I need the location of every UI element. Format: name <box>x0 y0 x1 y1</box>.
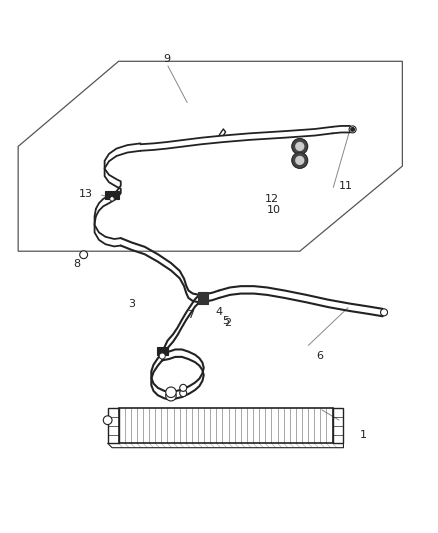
Circle shape <box>296 142 304 150</box>
Text: 10: 10 <box>267 205 281 215</box>
Circle shape <box>110 197 114 201</box>
Text: 13: 13 <box>79 189 93 199</box>
Text: 11: 11 <box>339 181 353 191</box>
Text: 8: 8 <box>74 260 81 269</box>
Bar <box>198 292 208 304</box>
Text: 5: 5 <box>222 316 229 326</box>
Text: 4: 4 <box>215 308 223 317</box>
Circle shape <box>103 416 112 425</box>
Circle shape <box>180 390 187 397</box>
Circle shape <box>180 384 187 391</box>
Text: 2: 2 <box>224 318 231 328</box>
Text: 7: 7 <box>187 310 194 319</box>
Text: 1: 1 <box>360 430 367 440</box>
Circle shape <box>166 387 176 398</box>
Text: 12: 12 <box>264 194 279 204</box>
Bar <box>157 347 168 354</box>
Text: 6: 6 <box>316 351 323 361</box>
Circle shape <box>159 353 165 359</box>
Circle shape <box>351 128 354 131</box>
Circle shape <box>80 251 88 259</box>
Circle shape <box>292 152 307 168</box>
Bar <box>106 191 119 199</box>
Circle shape <box>292 152 307 168</box>
Circle shape <box>381 309 388 316</box>
Circle shape <box>292 139 307 154</box>
Circle shape <box>292 139 307 154</box>
Text: 9: 9 <box>163 54 170 64</box>
Circle shape <box>296 157 304 164</box>
Circle shape <box>349 126 356 133</box>
Text: 3: 3 <box>128 298 135 309</box>
Circle shape <box>166 391 176 401</box>
